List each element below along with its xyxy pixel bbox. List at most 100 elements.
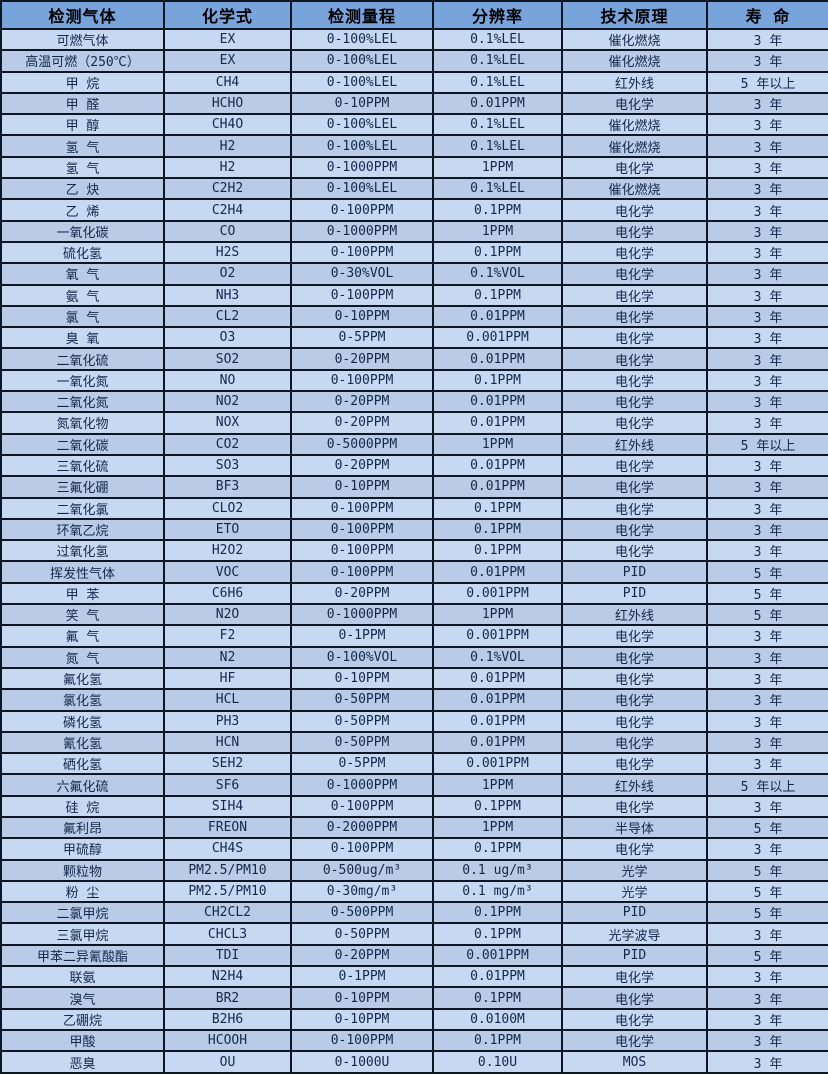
- cell-gas: 硅 烷: [0, 794, 165, 818]
- cell-principle: 电化学: [561, 219, 708, 243]
- cell-range: 0-1000PPM: [290, 219, 434, 243]
- cell-resolution: 0.01PPM: [432, 666, 563, 691]
- cell-resolution: 0.1PPM: [432, 1028, 563, 1053]
- cell-gas: 笑 气: [0, 603, 165, 627]
- cell-lifespan: 3 年: [706, 219, 828, 243]
- cell-formula: H2O2: [163, 539, 292, 563]
- table-row: 氯 气 CL2 0-10PPM 0.01PPM 电化学 3 年: [0, 304, 828, 329]
- cell-gas: 甲酸: [0, 1028, 165, 1053]
- cell-gas: 乙 烯: [0, 198, 165, 222]
- cell-principle: 电化学: [561, 240, 708, 265]
- cell-gas: 一氧化碳: [0, 219, 165, 243]
- cell-lifespan: 5 年以上: [706, 432, 828, 456]
- cell-lifespan: 3 年: [706, 688, 828, 712]
- cell-formula: CH4S: [163, 837, 292, 861]
- cell-principle: 半导体: [561, 815, 708, 840]
- cell-principle: MOS: [561, 1050, 708, 1074]
- cell-formula: H2S: [163, 240, 292, 265]
- cell-gas: 臭 氧: [0, 326, 165, 350]
- cell-principle: PID: [561, 560, 708, 584]
- cell-principle: 催化燃烧: [561, 49, 708, 73]
- cell-range: 0-1000PPM: [290, 773, 434, 797]
- cell-lifespan: 3 年: [706, 539, 828, 563]
- table-row: 硒化氢 SEH2 0-5PPM 0.001PPM 电化学 3 年: [0, 752, 828, 776]
- cell-lifespan: 3 年: [706, 198, 828, 222]
- table-row: 甲 醛 HCHO 0-10PPM 0.01PPM 电化学 3 年: [0, 91, 828, 116]
- cell-principle: 光学: [561, 879, 708, 904]
- cell-gas: 二氧化氮: [0, 390, 165, 414]
- table-row: 臭 氧 O3 0-5PPM 0.001PPM 电化学 3 年: [0, 326, 828, 350]
- cell-resolution: 1PPM: [432, 815, 563, 840]
- cell-principle: 催化燃烧: [561, 134, 708, 158]
- table-row: 过氧化氢 H2O2 0-100PPM 0.1PPM 电化学 3 年: [0, 539, 828, 563]
- cell-resolution: 0.01PPM: [432, 347, 563, 371]
- cell-resolution: 0.1 ug/m³: [432, 858, 563, 882]
- cell-resolution: 0.1%LEL: [432, 113, 563, 137]
- cell-range: 0-10PPM: [290, 475, 434, 499]
- cell-gas: 二氧化碳: [0, 432, 165, 456]
- table-row: 氰化氢 HCN 0-50PPM 0.01PPM 电化学 3 年: [0, 730, 828, 755]
- cell-range: 0-100%LEL: [290, 49, 434, 73]
- cell-range: 0-20PPM: [290, 390, 434, 414]
- cell-lifespan: 3 年: [706, 390, 828, 414]
- cell-resolution: 0.01PPM: [432, 688, 563, 712]
- table-row: 颗粒物 PM2.5/PM10 0-500ug/m³ 0.1 ug/m³ 光学 5 年: [0, 858, 828, 882]
- cell-formula: CO2: [163, 432, 292, 456]
- cell-range: 0-100PPM: [290, 368, 434, 393]
- cell-gas: 氰化氢: [0, 730, 165, 755]
- cell-range: 0-100PPM: [290, 837, 434, 861]
- cell-lifespan: 3 年: [706, 837, 828, 861]
- cell-formula: CLO2: [163, 496, 292, 520]
- cell-lifespan: 3 年: [706, 177, 828, 201]
- cell-range: 0-100%LEL: [290, 134, 434, 158]
- cell-gas: 联氨: [0, 965, 165, 989]
- cell-range: 0-100%VOL: [290, 645, 434, 669]
- cell-range: 0-100PPM: [290, 198, 434, 222]
- cell-principle: 电化学: [561, 624, 708, 648]
- cell-resolution: 0.001PPM: [432, 752, 563, 776]
- cell-formula: HCHO: [163, 91, 292, 116]
- cell-range: 0-100%LEL: [290, 70, 434, 94]
- cell-gas: 三氯甲烷: [0, 922, 165, 946]
- cell-formula: ETO: [163, 517, 292, 542]
- cell-formula: O2: [163, 262, 292, 286]
- cell-lifespan: 3 年: [706, 326, 828, 350]
- cell-principle: 电化学: [561, 709, 708, 733]
- cell-gas: 氧 气: [0, 262, 165, 286]
- cell-formula: CO: [163, 219, 292, 243]
- cell-gas: 环氧乙烷: [0, 517, 165, 542]
- cell-resolution: 0.1%LEL: [432, 177, 563, 201]
- cell-principle: 红外线: [561, 70, 708, 94]
- cell-lifespan: 3 年: [706, 965, 828, 989]
- cell-range: 0-10PPM: [290, 986, 434, 1010]
- cell-principle: 光学波导: [561, 922, 708, 946]
- cell-range: 0-100PPM: [290, 283, 434, 307]
- cell-principle: 电化学: [561, 965, 708, 989]
- cell-gas: 一氧化氮: [0, 368, 165, 393]
- cell-principle: 电化学: [561, 666, 708, 691]
- cell-lifespan: 3 年: [706, 709, 828, 733]
- cell-principle: 电化学: [561, 411, 708, 435]
- column-header-range: 检测量程: [290, 0, 434, 30]
- cell-gas: 恶臭: [0, 1050, 165, 1074]
- cell-lifespan: 3 年: [706, 496, 828, 520]
- cell-resolution: 0.01PPM: [432, 709, 563, 733]
- cell-principle: 催化燃烧: [561, 113, 708, 137]
- column-header-lifespan: 寿 命: [706, 0, 828, 30]
- table-row: 笑 气 N2O 0-1000PPM 1PPM 红外线 5 年: [0, 603, 828, 627]
- table-row: 二氧化氮 NO2 0-20PPM 0.01PPM 电化学 3 年: [0, 390, 828, 414]
- cell-resolution: 0.01PPM: [432, 304, 563, 329]
- cell-principle: 电化学: [561, 517, 708, 542]
- cell-gas: 氟利昂: [0, 815, 165, 840]
- cell-principle: 电化学: [561, 453, 708, 478]
- cell-principle: 光学: [561, 858, 708, 882]
- cell-gas: 氢 气: [0, 134, 165, 158]
- cell-resolution: 1PPM: [432, 219, 563, 243]
- cell-resolution: 0.1 mg/m³: [432, 879, 563, 904]
- cell-gas: 三氟化硼: [0, 475, 165, 499]
- cell-lifespan: 3 年: [706, 304, 828, 329]
- cell-resolution: 0.1PPM: [432, 794, 563, 818]
- cell-resolution: 0.01PPM: [432, 965, 563, 989]
- cell-formula: EX: [163, 49, 292, 73]
